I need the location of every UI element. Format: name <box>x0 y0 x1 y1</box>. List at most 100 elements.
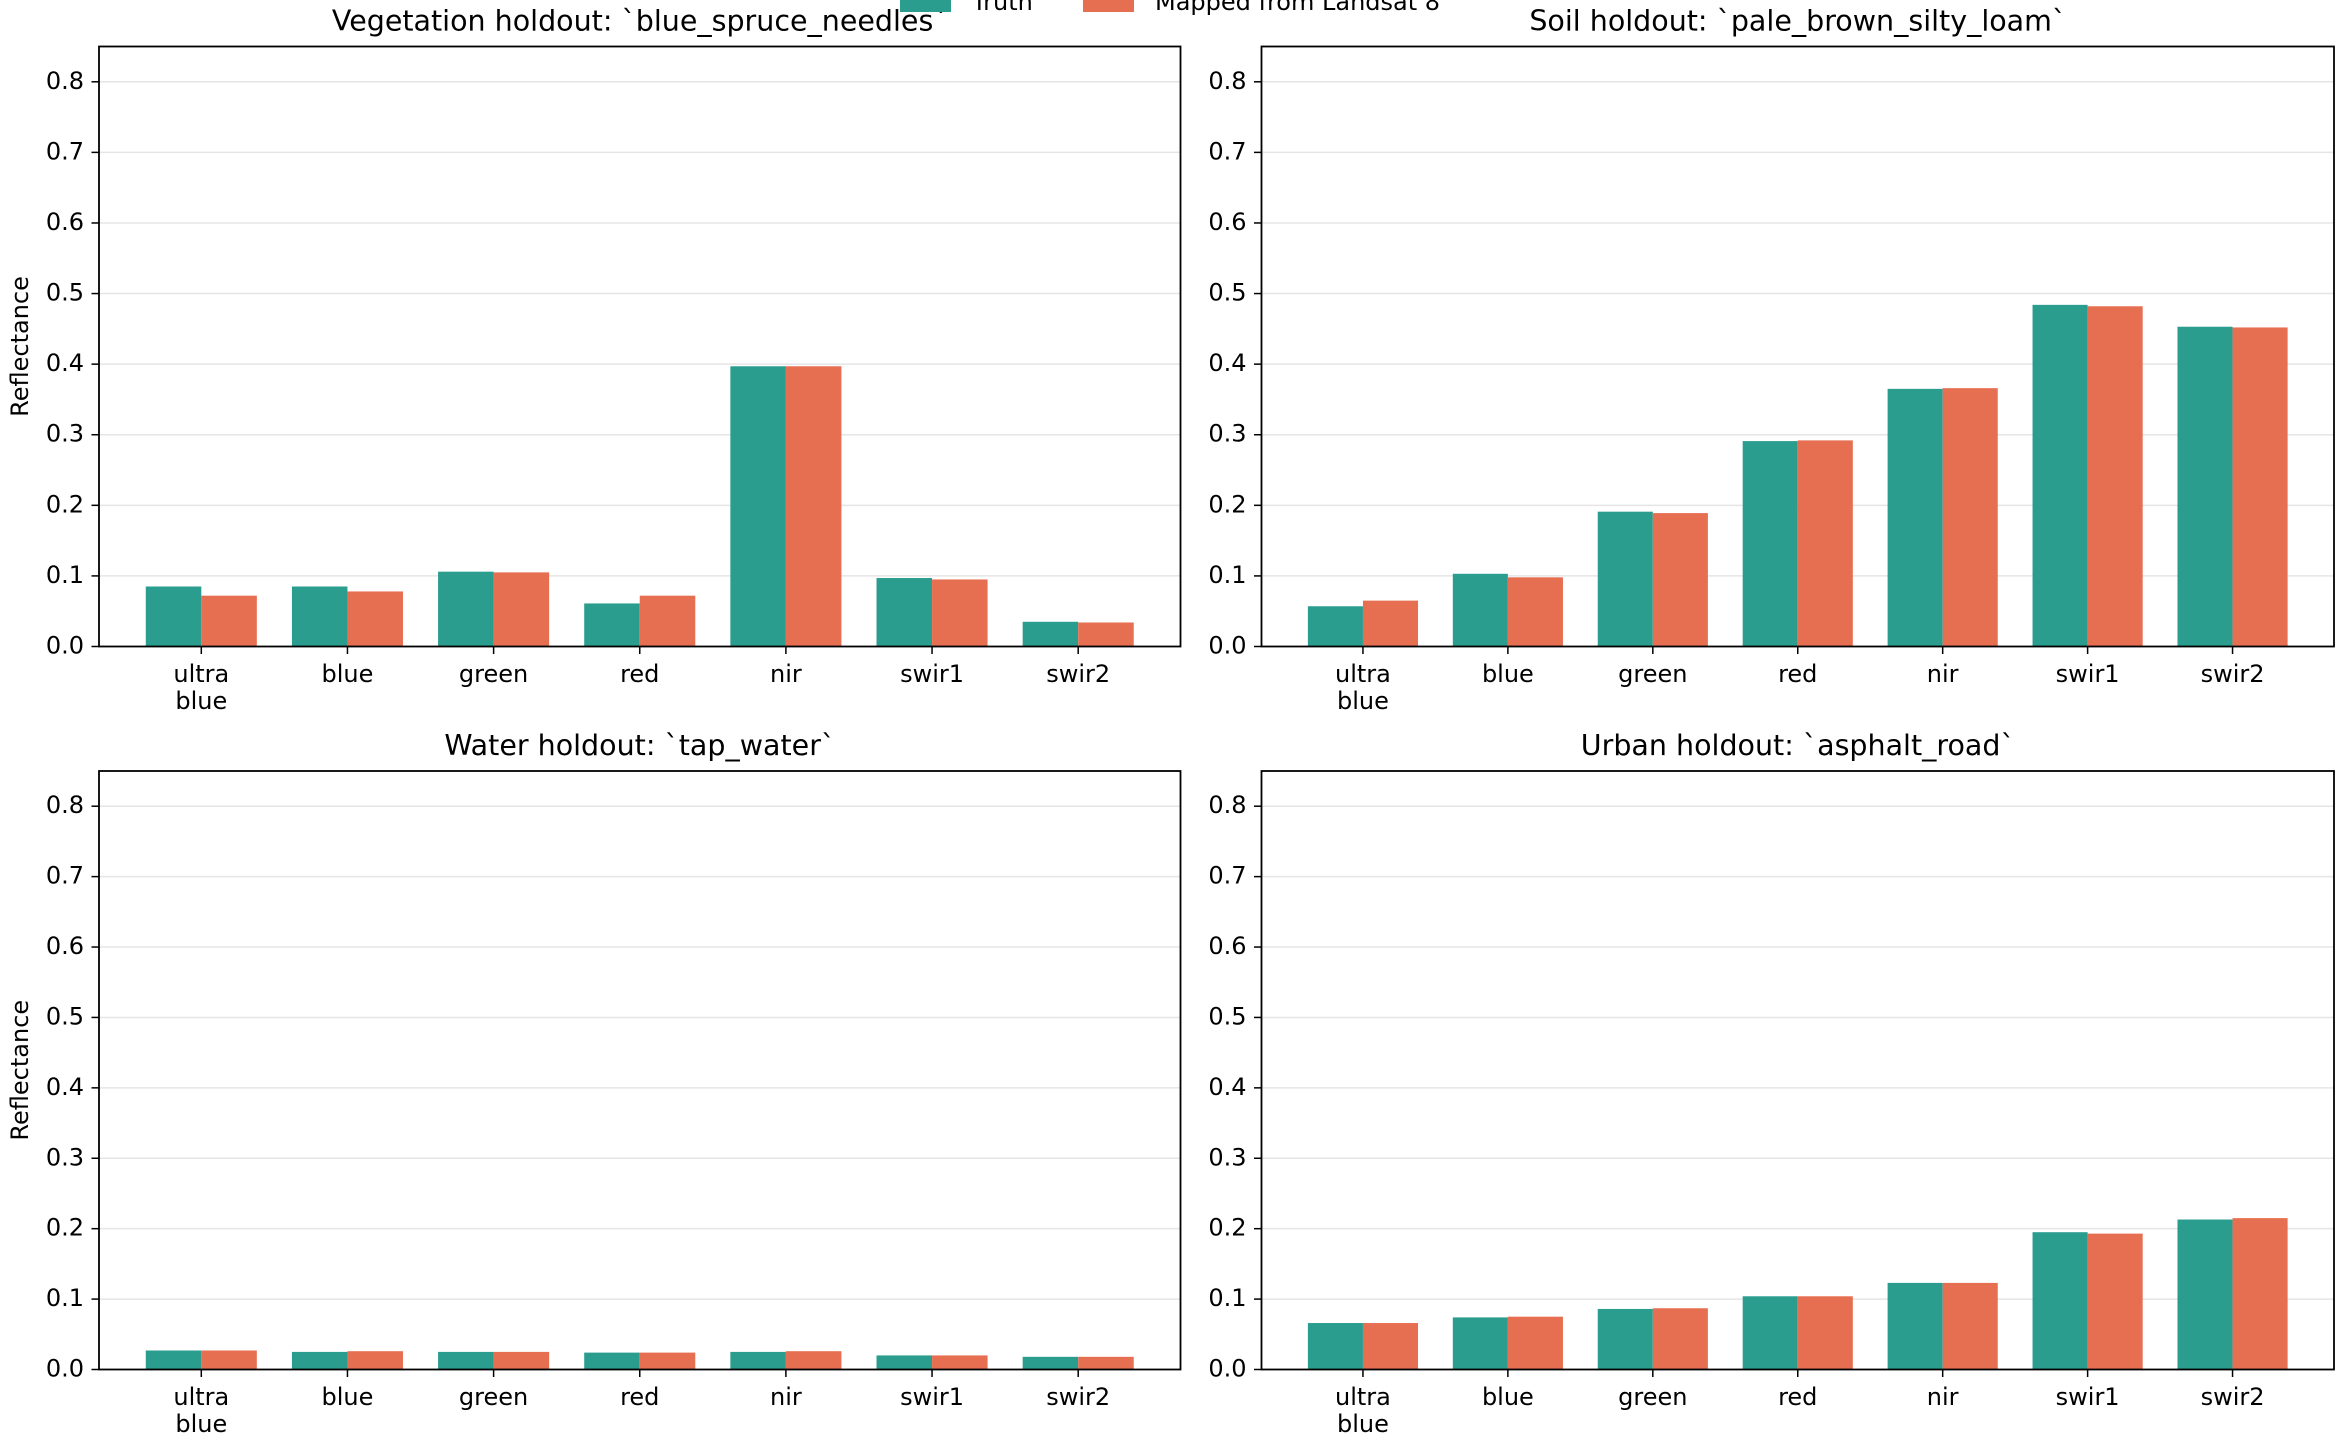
x-tick-label: swir2 <box>1046 1383 1110 1411</box>
bar <box>1742 441 1798 647</box>
x-tick-label: ultra blue <box>173 660 229 715</box>
x-tick-label: red <box>620 660 659 688</box>
x-tick-label: swir1 <box>2056 1383 2120 1411</box>
axes-frame <box>98 770 1182 1371</box>
bar <box>1022 1356 1079 1370</box>
bar <box>2087 1233 2143 1370</box>
y-tick-label: 0.8 <box>46 791 84 819</box>
bar <box>291 1351 348 1370</box>
bar <box>1362 600 1419 647</box>
x-tick-label: swir2 <box>2201 1383 2265 1411</box>
y-axis-label: Reflectance <box>6 1000 34 1141</box>
bar <box>1887 388 1943 647</box>
axes-frame <box>1260 770 2335 1371</box>
legend-swatch <box>900 0 951 12</box>
bar <box>493 1351 550 1370</box>
bar <box>932 1355 988 1370</box>
x-tick-label: swir1 <box>900 1383 964 1411</box>
x-tick-label: nir <box>770 1383 802 1411</box>
bar <box>1652 1308 1708 1370</box>
bar <box>1887 1282 1943 1370</box>
bar <box>1078 1356 1134 1370</box>
x-tick-label: red <box>1778 1383 1817 1411</box>
y-tick-label: 0.4 <box>46 1073 84 1101</box>
bar <box>1797 1296 1853 1370</box>
y-tick-label: 0.2 <box>46 490 84 518</box>
x-tick-label: blue <box>1482 660 1534 688</box>
legend-label: Truth <box>971 0 1033 16</box>
y-tick-label: 0.7 <box>46 862 84 890</box>
chart-title: Vegetation holdout: `blue_spruce_needles… <box>332 5 948 38</box>
x-tick-label: red <box>1778 660 1817 688</box>
x-tick-label: blue <box>322 660 374 688</box>
x-tick-label: nir <box>1927 660 1959 688</box>
x-tick-label: swir1 <box>900 660 964 688</box>
y-tick-label: 0.8 <box>46 67 84 95</box>
y-tick-label: 0.6 <box>1208 208 1246 236</box>
x-tick-label: green <box>1618 1383 1687 1411</box>
y-tick-label: 0.2 <box>1208 1214 1246 1242</box>
legend-label: Mapped from Landsat 8 <box>1155 0 1440 16</box>
legend-swatch <box>1083 0 1134 12</box>
y-tick-label: 0.1 <box>46 561 84 589</box>
bar <box>2177 326 2233 647</box>
y-tick-label: 0.4 <box>1208 349 1246 377</box>
bar <box>493 572 550 647</box>
bar <box>2232 1218 2288 1370</box>
x-tick-label: ultra blue <box>1335 1383 1391 1438</box>
y-tick-label: 0.0 <box>1208 632 1246 660</box>
bar <box>785 1351 842 1370</box>
y-tick-label: 0.1 <box>1208 1284 1246 1312</box>
y-tick-label: 0.4 <box>1208 1073 1246 1101</box>
y-tick-label: 0.7 <box>46 137 84 165</box>
y-tick-label: 0.5 <box>46 279 84 307</box>
y-tick-label: 0.3 <box>1208 1143 1246 1171</box>
bar <box>932 579 988 647</box>
y-tick-label: 0.7 <box>1208 137 1246 165</box>
bar <box>876 1355 933 1370</box>
x-tick-label: red <box>620 1383 659 1411</box>
bar <box>201 595 257 647</box>
x-tick-label: nir <box>770 660 802 688</box>
bar <box>639 1352 696 1370</box>
bar <box>1362 1323 1419 1370</box>
x-tick-label: ultra blue <box>173 1383 229 1438</box>
y-tick-label: 0.3 <box>46 420 84 448</box>
x-tick-label: blue <box>1482 1383 1534 1411</box>
y-tick-label: 0.6 <box>46 932 84 960</box>
bar <box>1797 440 1853 647</box>
bar <box>1652 513 1708 647</box>
x-tick-label: green <box>1618 660 1687 688</box>
axes-frame <box>1260 45 2335 648</box>
x-tick-label: swir1 <box>2056 660 2120 688</box>
bar <box>1022 621 1079 647</box>
bar <box>145 586 202 647</box>
bar <box>201 1350 257 1370</box>
bar <box>1942 388 1998 647</box>
x-tick-label: blue <box>322 1383 374 1411</box>
bar <box>1942 1282 1998 1370</box>
y-tick-label: 0.3 <box>1208 420 1246 448</box>
y-tick-label: 0.7 <box>1208 862 1246 890</box>
bar <box>730 1351 786 1370</box>
bar <box>2032 1232 2088 1370</box>
y-tick-label: 0.4 <box>46 349 84 377</box>
chart-title: Urban holdout: `asphalt_road` <box>1581 729 2015 762</box>
y-tick-label: 0.0 <box>46 632 84 660</box>
y-tick-label: 0.1 <box>46 1284 84 1312</box>
bar <box>639 595 696 647</box>
bar <box>785 366 842 647</box>
y-tick-label: 0.5 <box>46 1002 84 1030</box>
bar <box>1452 573 1508 647</box>
bar <box>438 1351 494 1370</box>
bar <box>876 578 933 647</box>
x-tick-label: swir2 <box>2201 660 2265 688</box>
bar <box>1307 1323 1363 1370</box>
y-tick-label: 0.6 <box>46 208 84 236</box>
bar <box>438 571 494 647</box>
bar <box>291 586 348 647</box>
x-tick-label: green <box>459 660 528 688</box>
bar <box>2232 327 2288 647</box>
